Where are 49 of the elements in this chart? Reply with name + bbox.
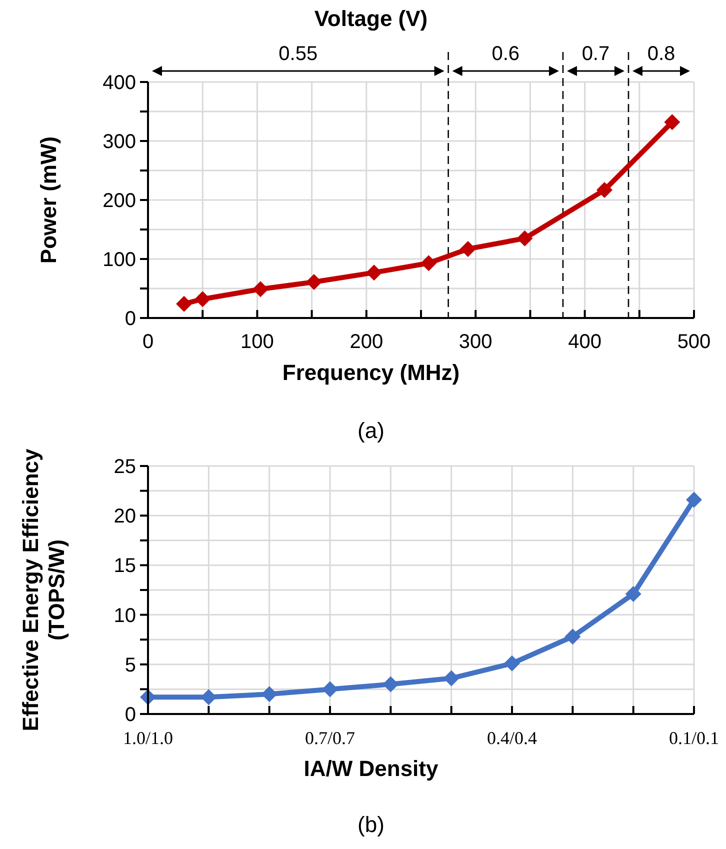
y-tick-label: 200 bbox=[102, 190, 136, 212]
text: Voltage (V) bbox=[314, 6, 428, 31]
x-tick-label: 0.4/0.4 bbox=[486, 728, 538, 748]
point bbox=[252, 281, 268, 298]
x-axis-title: IA/W Density bbox=[304, 756, 439, 781]
text: 0.6 bbox=[492, 43, 520, 65]
y-tick-label: 0 bbox=[124, 308, 136, 330]
point bbox=[596, 182, 612, 198]
y-tick-label: 300 bbox=[102, 131, 136, 153]
x-tick-label: 0 bbox=[142, 331, 154, 353]
x-tick-label: 1.0/1.0 bbox=[122, 728, 174, 748]
point bbox=[686, 492, 702, 508]
x-tick-label: 200 bbox=[350, 331, 384, 353]
text: 0.7 bbox=[582, 43, 610, 65]
x-tick-label: 0.1/0.1 bbox=[668, 728, 720, 748]
x-tick-label: 100 bbox=[240, 331, 274, 353]
point bbox=[322, 681, 338, 698]
point bbox=[504, 655, 520, 672]
point bbox=[443, 670, 460, 686]
x-tick-label: 400 bbox=[568, 331, 602, 353]
x-tick-label: 300 bbox=[458, 331, 492, 353]
x-tick-label: 0.7/0.7 bbox=[304, 728, 356, 748]
point bbox=[516, 230, 533, 246]
text: 0.55 bbox=[278, 43, 318, 65]
point bbox=[564, 628, 581, 645]
y-axis-title: Power (mW) bbox=[36, 136, 61, 264]
y-tick-label: 400 bbox=[102, 72, 136, 94]
point bbox=[382, 676, 399, 692]
point bbox=[460, 240, 476, 257]
y-tick-label: 5 bbox=[124, 654, 136, 676]
y-tick-label: 25 bbox=[114, 456, 136, 478]
point bbox=[176, 296, 192, 312]
y-tick-label: 0 bbox=[124, 704, 136, 726]
text: 0.8 bbox=[647, 43, 676, 65]
x-tick-label: 500 bbox=[677, 331, 711, 353]
point bbox=[664, 114, 680, 130]
y-tick-label: 10 bbox=[114, 604, 136, 627]
text: (a) bbox=[358, 418, 384, 443]
point bbox=[194, 291, 211, 308]
point bbox=[366, 264, 382, 281]
text: (b) bbox=[358, 812, 384, 837]
x-axis-title: Frequency (MHz) bbox=[282, 360, 460, 385]
y-tick-label: 15 bbox=[114, 555, 136, 578]
y-tick-label: 20 bbox=[114, 506, 136, 528]
y-tick-label: 100 bbox=[102, 249, 136, 271]
point bbox=[306, 274, 322, 290]
y-axis-title: Effective Energy Efficiency (TOPS/W) bbox=[18, 448, 69, 732]
point bbox=[420, 255, 437, 272]
point bbox=[625, 586, 642, 602]
